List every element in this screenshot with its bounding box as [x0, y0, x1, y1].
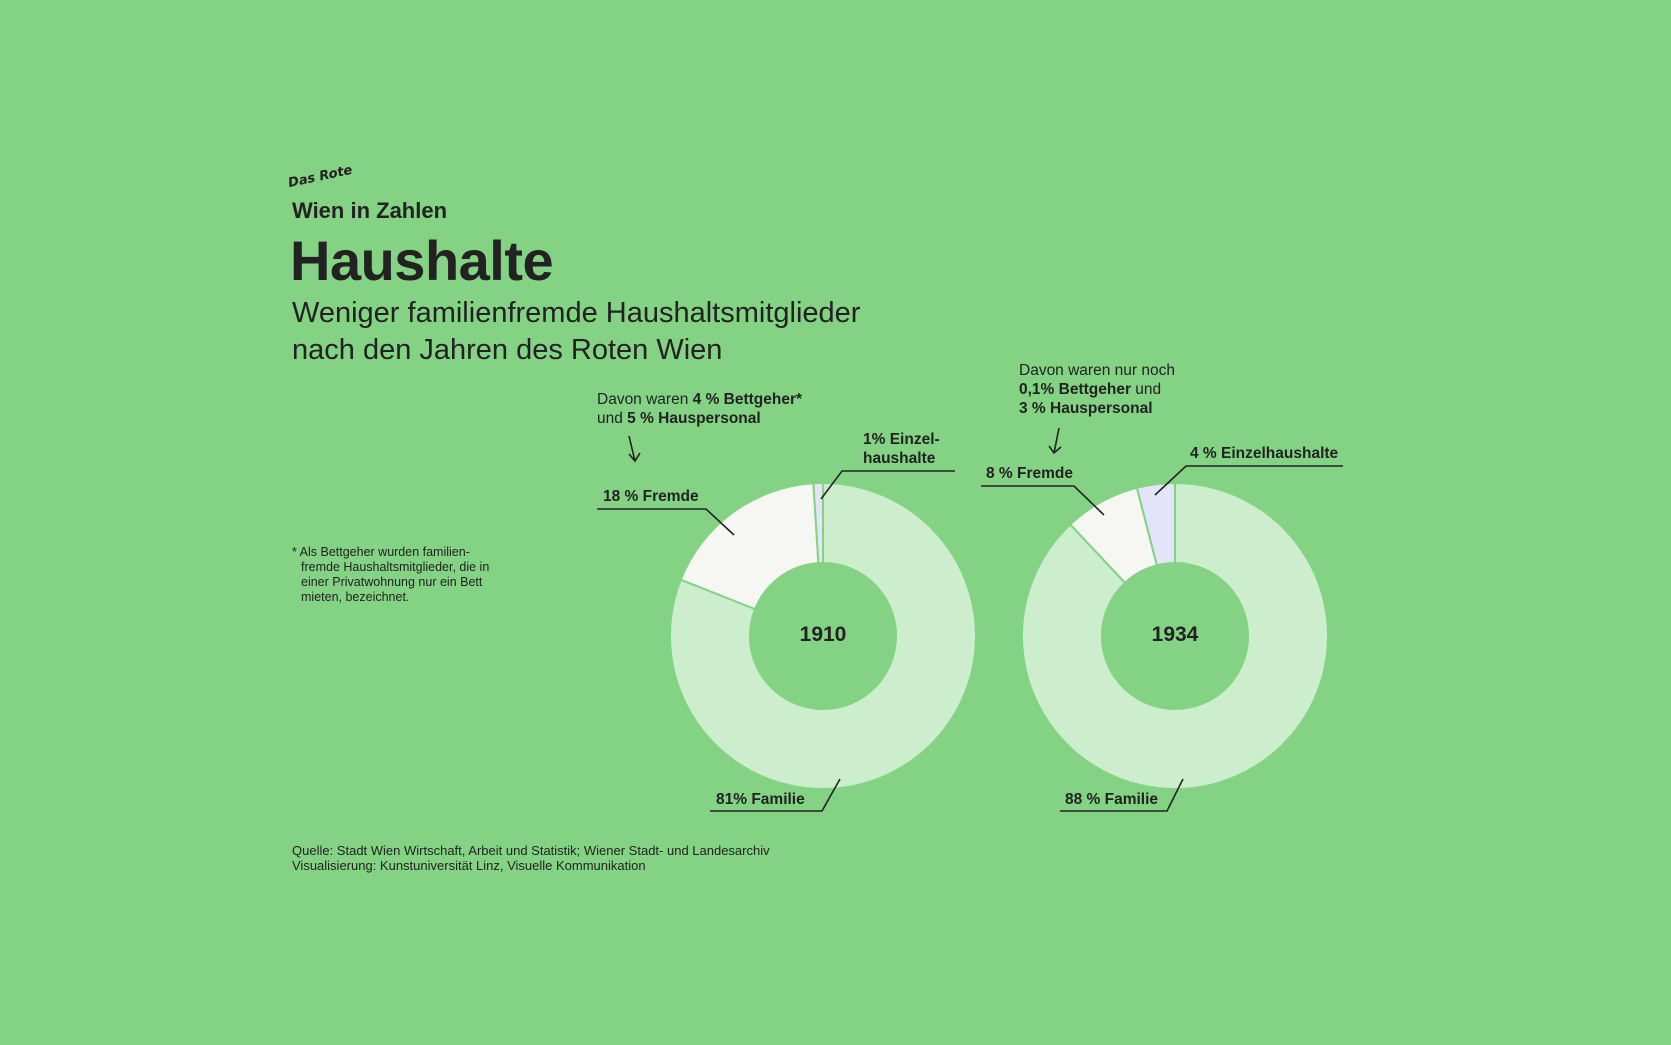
donut-1910 — [669, 481, 977, 790]
annotation-bold: 0,1% Bettgeher — [1019, 381, 1131, 398]
annotation-bold: 5 % Hauspersonal — [627, 410, 761, 427]
subtitle-line-2: nach den Jahren des Roten Wien — [292, 334, 723, 366]
annotation-text: und — [1130, 381, 1162, 398]
label-line: 1% Einzel- — [863, 431, 940, 448]
label-fremde-1910: 18 % Fremde — [603, 488, 699, 505]
visualization-credit: Visualisierung: Kunstuniversität Linz, V… — [292, 858, 646, 873]
slice-einzelhaushalte-1910 — [812, 481, 824, 565]
leader-line-familie-1910 — [710, 778, 841, 812]
annotation-text: Davon waren — [597, 391, 693, 408]
label-einzel-1934: 4 % Einzelhaushalte — [1190, 445, 1339, 462]
label-familie-1910: 81% Familie — [716, 791, 805, 808]
annotation-text: Davon waren nur noch — [1019, 362, 1175, 379]
annotation-1934: Davon waren nur noch 0,1% Bettgeher und … — [1019, 361, 1175, 418]
label-familie-1934: 88 % Familie — [1065, 791, 1159, 808]
leader-line-fremde-1910 — [597, 508, 735, 536]
leader-line-fremde-1934 — [981, 485, 1105, 516]
donut-1934 — [1021, 481, 1329, 790]
slice-einzelhaushalte-1934 — [1135, 481, 1176, 567]
leader-line-familie-1934 — [1060, 778, 1184, 812]
slice-familie-1910 — [669, 481, 977, 790]
source-line: Quelle: Stadt Wien Wirtschaft, Arbeit un… — [292, 843, 770, 858]
leader-line-einzel-1910 — [820, 470, 955, 500]
leader-lines — [597, 427, 1343, 812]
leader-line-einzel-1934 — [1154, 465, 1343, 496]
label-line: haushalte — [863, 450, 936, 467]
annotation-bold: 4 % Bettgeher* — [692, 391, 803, 408]
page-title: Haushalte — [290, 229, 554, 292]
center-label-1934: 1934 — [1151, 623, 1199, 646]
annotation-text: und — [597, 410, 628, 427]
subtitle-line-1: Weniger familienfremde Haushaltsmitglied… — [292, 297, 861, 329]
footnote-line: einer Privatwohnung nur ein Bett — [301, 575, 483, 589]
slice-familie-1934 — [1021, 481, 1329, 790]
arrow-down-icon — [628, 435, 641, 463]
brand-title: Wien in Zahlen — [292, 198, 448, 223]
footnote: * Als Bettgeher wurden familien- fremde … — [292, 545, 522, 605]
footnote-line: * Als Bettgeher wurden familien- — [292, 545, 470, 559]
slice-fremde-1910 — [679, 482, 820, 611]
footnote-line: mieten, bezeichnet. — [301, 590, 410, 604]
footnote-line: fremde Haushaltsmitglieder, die in — [301, 560, 490, 574]
center-label-1910: 1910 — [799, 623, 847, 646]
source-credits: Quelle: Stadt Wien Wirtschaft, Arbeit un… — [292, 843, 770, 873]
annotation-bold: 3 % Hauspersonal — [1019, 400, 1153, 417]
arrow-down-icon — [1048, 427, 1062, 455]
label-einzel-1910: 1% Einzel- haushalte — [863, 430, 940, 468]
label-fremde-1934: 8 % Fremde — [986, 465, 1074, 482]
annotation-1910: Davon waren 4 % Bettgeher* und 5 % Hausp… — [597, 390, 802, 428]
